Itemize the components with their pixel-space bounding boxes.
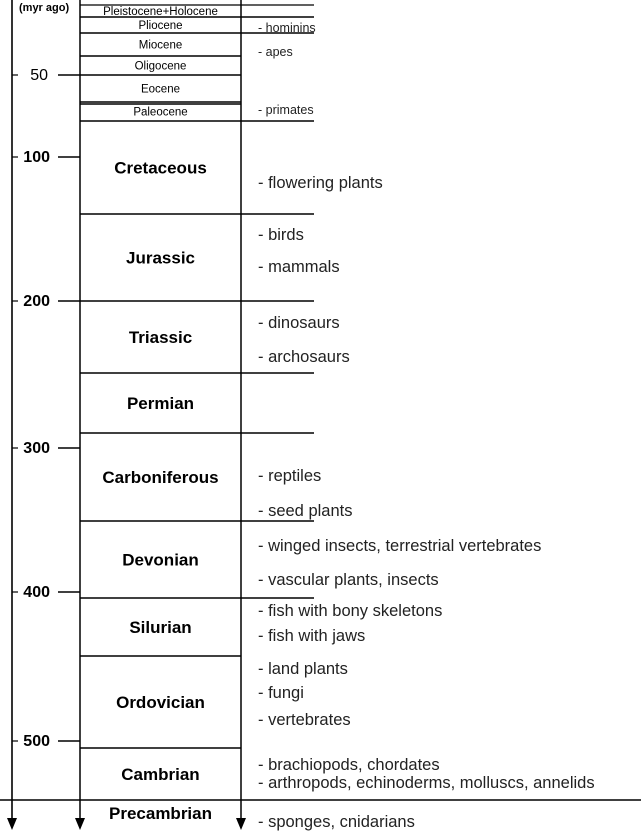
period-label-pliocene: Pliocene: [138, 20, 182, 32]
axis-tick-label: 500: [23, 733, 50, 750]
event-label: - reptiles: [258, 467, 321, 485]
event-label: - birds: [258, 226, 304, 244]
axis-tick-label: 300: [23, 440, 50, 457]
axis-tick-label: 200: [23, 293, 50, 310]
event-label: - brachiopods, chordates: [258, 756, 440, 774]
event-label: - fish with bony skeletons: [258, 602, 442, 620]
axis-unit-label: (myr ago): [19, 2, 69, 14]
period-label-carboniferous: Carboniferous: [102, 468, 218, 487]
event-label: - apes: [258, 45, 293, 59]
column-right-arrow-icon: [236, 818, 246, 830]
event-label: - fungi: [258, 684, 304, 702]
period-label-silurian: Silurian: [129, 618, 191, 637]
period-label-miocene: Miocene: [139, 40, 182, 52]
event-label: - vertebrates: [258, 711, 351, 729]
event-label: - arthropods, echinoderms, molluscs, ann…: [258, 774, 595, 792]
axis-tick-label: 100: [23, 149, 50, 166]
period-label-pleistocene-holocene: Pleistocene+Holocene: [103, 6, 218, 18]
period-label-precambrian: Precambrian: [109, 804, 212, 823]
event-label: - flowering plants: [258, 174, 383, 192]
period-label-ordovician: Ordovician: [116, 693, 205, 712]
event-label: - primates: [258, 103, 314, 117]
period-label-paleocene: Paleocene: [133, 107, 187, 119]
event-label: - archosaurs: [258, 348, 350, 366]
period-label-oligocene: Oligocene: [135, 61, 187, 73]
event-label: - land plants: [258, 660, 348, 678]
axis-tick-label: 50: [30, 67, 48, 84]
axis-arrow-icon: [7, 818, 17, 830]
event-label: - vascular plants, insects: [258, 571, 439, 589]
axis-tick-label: 400: [23, 584, 50, 601]
period-label-permian: Permian: [127, 394, 194, 413]
period-label-eocene: Eocene: [141, 84, 180, 96]
period-label-devonian: Devonian: [122, 551, 199, 570]
event-label: - dinosaurs: [258, 314, 340, 332]
period-label-cambrian: Cambrian: [121, 765, 199, 784]
event-label: - sponges, cnidarians: [258, 813, 415, 831]
event-list: - hominins - apes - primates - flowering pl…: [258, 21, 595, 831]
period-label-triassic: Triassic: [129, 328, 192, 347]
period-label-jurassic: Jurassic: [126, 249, 195, 268]
event-label: - fish with jaws: [258, 627, 365, 645]
column-left-arrow-icon: [75, 818, 85, 830]
period-label-cretaceous: Cretaceous: [114, 159, 207, 178]
event-label: - seed plants: [258, 502, 352, 520]
age-axis: 50 100 200 300 400 500: [7, 0, 80, 830]
event-label: - winged insects, terrestrial vertebrate…: [258, 537, 541, 555]
event-label: - hominins: [258, 21, 316, 35]
event-label: - mammals: [258, 258, 340, 276]
